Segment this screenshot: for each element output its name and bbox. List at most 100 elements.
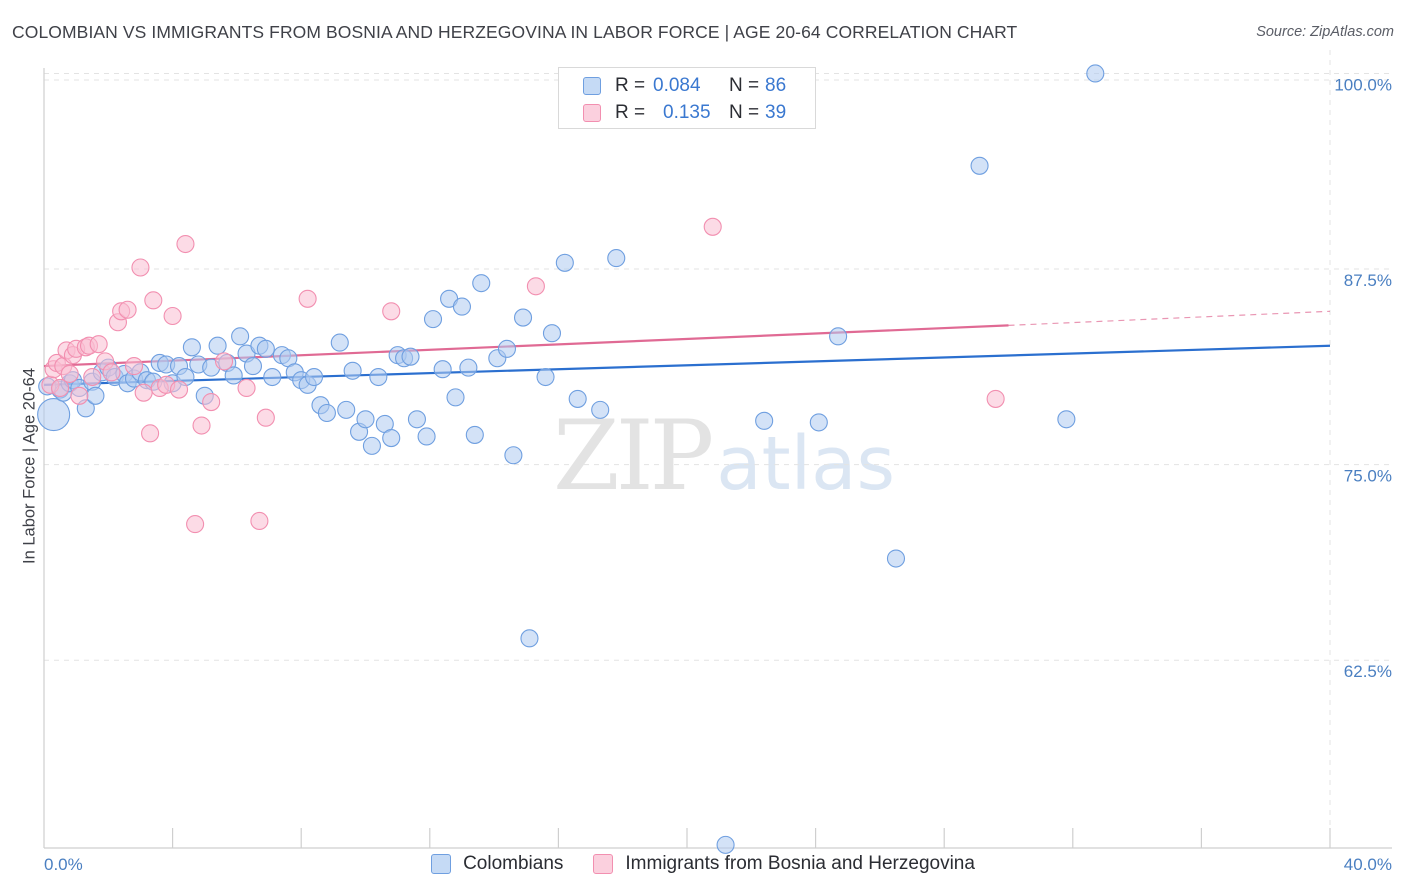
bosnia-point (526, 277, 545, 296)
bosnia-point (986, 389, 1005, 408)
legend-swatch-colombians (431, 854, 452, 874)
stats-n-label: N = (729, 102, 760, 123)
bosnia-point (176, 234, 195, 254)
bosnia-point (202, 393, 221, 412)
bosnia-point (298, 289, 317, 308)
colombians-point (504, 446, 523, 465)
colombians-point (542, 324, 562, 343)
stats-n-label: N = (729, 75, 760, 96)
colombians-point (243, 357, 263, 376)
bosnia-point (124, 357, 144, 376)
bosnia-point (237, 378, 256, 398)
stats-n-value: 39 (765, 102, 787, 123)
stats-swatch-colombians (583, 77, 601, 95)
colombians-point (452, 297, 472, 316)
stats-r-label: R = (615, 102, 646, 123)
stats-r-value: 0.135 (663, 102, 711, 123)
colombians-point (886, 549, 906, 568)
bosnia-point (382, 302, 401, 321)
data-points (37, 64, 1105, 854)
legend-label-bosnia: Immigrants from Bosnia and Herzegovina (625, 853, 975, 874)
axes (43, 68, 1392, 849)
y-tick-label: 100.0% (1334, 75, 1392, 94)
colombians-point (423, 310, 443, 329)
colombians-point (208, 336, 227, 355)
bosnia-point (60, 364, 79, 383)
stats-swatch-bosnia (583, 104, 601, 122)
colombians-point (497, 339, 517, 358)
colombians-point (465, 425, 484, 444)
colombians-point (407, 410, 426, 429)
tick-labels: 62.5% 75.0% 87.5% 100.0% 0.0% 40.0% (44, 75, 1392, 874)
stats-row-bosnia: R = 0.135 N = 39 (583, 101, 786, 125)
legend-item-colombians[interactable]: Colombians (431, 853, 563, 875)
bosnia-point (192, 416, 211, 435)
bosnia-point (169, 380, 189, 399)
colombians-point (970, 156, 989, 175)
bosnia-point (102, 363, 121, 382)
stats-r-label: R = (615, 75, 646, 96)
stats-r-value: 0.084 (653, 75, 701, 96)
bosnia-point (70, 386, 89, 405)
colombians-point (607, 249, 626, 268)
bosnia-point (186, 515, 205, 534)
colombians-point (343, 361, 362, 380)
bosnia-point (256, 408, 275, 427)
colombians-point (356, 410, 375, 429)
grid-lines (44, 50, 1392, 848)
colombians-trendline (43, 344, 1331, 386)
bosnia-point (118, 300, 137, 319)
bosnia-point (703, 217, 722, 236)
colombians-point (809, 413, 828, 432)
y-tick-label: 87.5% (1344, 271, 1392, 290)
bosnia-point (89, 335, 108, 354)
colombians-point (829, 327, 848, 346)
y-tick-label: 62.5% (1344, 662, 1392, 681)
colombians-point (536, 367, 555, 387)
y-axis-label: In Labor Force | Age 20-64 (20, 368, 39, 564)
x-tick-label: 40.0% (1344, 855, 1392, 874)
colombians-point (1086, 64, 1105, 83)
legend: Colombians Immigrants from Bosnia and He… (0, 850, 1406, 878)
colombians-point (513, 308, 533, 327)
colombians-point (568, 389, 587, 408)
colombians-point (337, 400, 356, 419)
colombians-point (231, 327, 250, 346)
x-tick-label: 0.0% (44, 855, 83, 874)
chart-title: COLOMBIAN VS IMMIGRANTS FROM BOSNIA AND … (12, 22, 1018, 42)
chart-source: Source: ZipAtlas.com (1256, 24, 1394, 40)
colombians-point (459, 358, 478, 377)
colombians-point (224, 366, 243, 385)
legend-swatch-bosnia (593, 854, 614, 874)
bosnia-point (250, 511, 269, 531)
bosnia-point (134, 383, 153, 402)
bosnia-point (163, 306, 182, 326)
colombians-point (305, 367, 324, 387)
stats-box: R = 0.084 N = 86 R = 0.135 N = 39 (558, 67, 816, 129)
legend-item-bosnia[interactable]: Immigrants from Bosnia and Herzegovina (593, 853, 975, 875)
colombians-point (417, 427, 436, 446)
colombians-point (591, 400, 610, 419)
colombians-point (330, 333, 349, 352)
legend-label-colombians: Colombians (463, 853, 564, 874)
colombians-point (446, 388, 465, 407)
colombians-point (520, 629, 539, 648)
colombians-point (182, 338, 201, 357)
colombians-point (401, 347, 420, 366)
colombians-point (716, 835, 735, 854)
colombians-point (433, 360, 452, 379)
colombians-point (369, 367, 388, 387)
colombians-point (37, 398, 71, 432)
stats-row-colombians: R = 0.084 N = 86 (583, 74, 786, 98)
colombians-point (86, 386, 105, 405)
colombians-point (317, 403, 336, 423)
bosnia-point (214, 352, 234, 371)
bosnia-point (141, 424, 160, 443)
y-tick-label: 75.0% (1344, 467, 1392, 486)
bosnia-point (144, 291, 163, 310)
bosnia-point (83, 367, 102, 387)
colombians-point (1057, 410, 1076, 429)
colombians-point (256, 339, 275, 358)
colombians-point (263, 367, 282, 387)
